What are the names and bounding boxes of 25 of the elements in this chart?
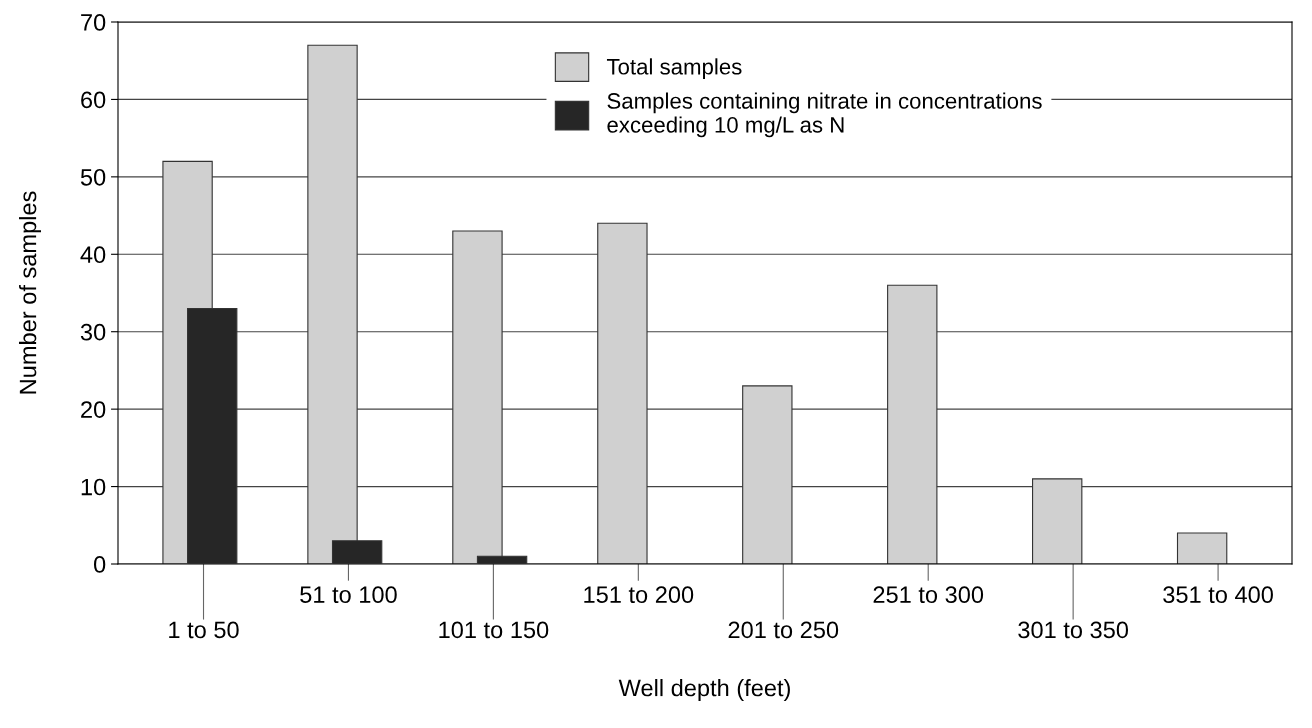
x-tick-label: 51 to 100 [300, 586, 397, 604]
y-tick-label: 30 [80, 323, 106, 341]
bar [597, 222, 648, 564]
x-tick-label: 251 to 300 [873, 586, 984, 604]
x-tick-label: 301 to 350 [1018, 621, 1129, 639]
x-axis-title: Well depth (feet) [618, 678, 790, 702]
bar [1032, 478, 1083, 564]
bar [887, 284, 938, 564]
x-tick-label: 201 to 250 [728, 621, 839, 639]
legend-label: Total samples [606, 58, 742, 80]
x-tick-label: 1 to 50 [169, 621, 239, 639]
y-tick-label: 20 [81, 401, 106, 418]
x-tick-label: 351 to 400 [1163, 586, 1273, 604]
legend-label: Samples containing nitrate in concentrations exceeding 10 mg/L as N [607, 92, 1042, 138]
x-tick-label: 101 to 150 [439, 621, 549, 639]
y-axis-title: Number of samples [19, 191, 41, 394]
x-tick-label: 151 to 200 [584, 586, 694, 604]
y-tick-label: 0 [93, 556, 106, 573]
y-tick-label: 10 [81, 478, 106, 496]
y-tick-label: 50 [80, 168, 106, 186]
y-tick-label: 40 [80, 246, 106, 264]
y-tick-label: 70 [81, 14, 106, 31]
bar [1176, 532, 1228, 564]
bar [742, 385, 793, 564]
y-tick-label: 60 [81, 91, 106, 109]
